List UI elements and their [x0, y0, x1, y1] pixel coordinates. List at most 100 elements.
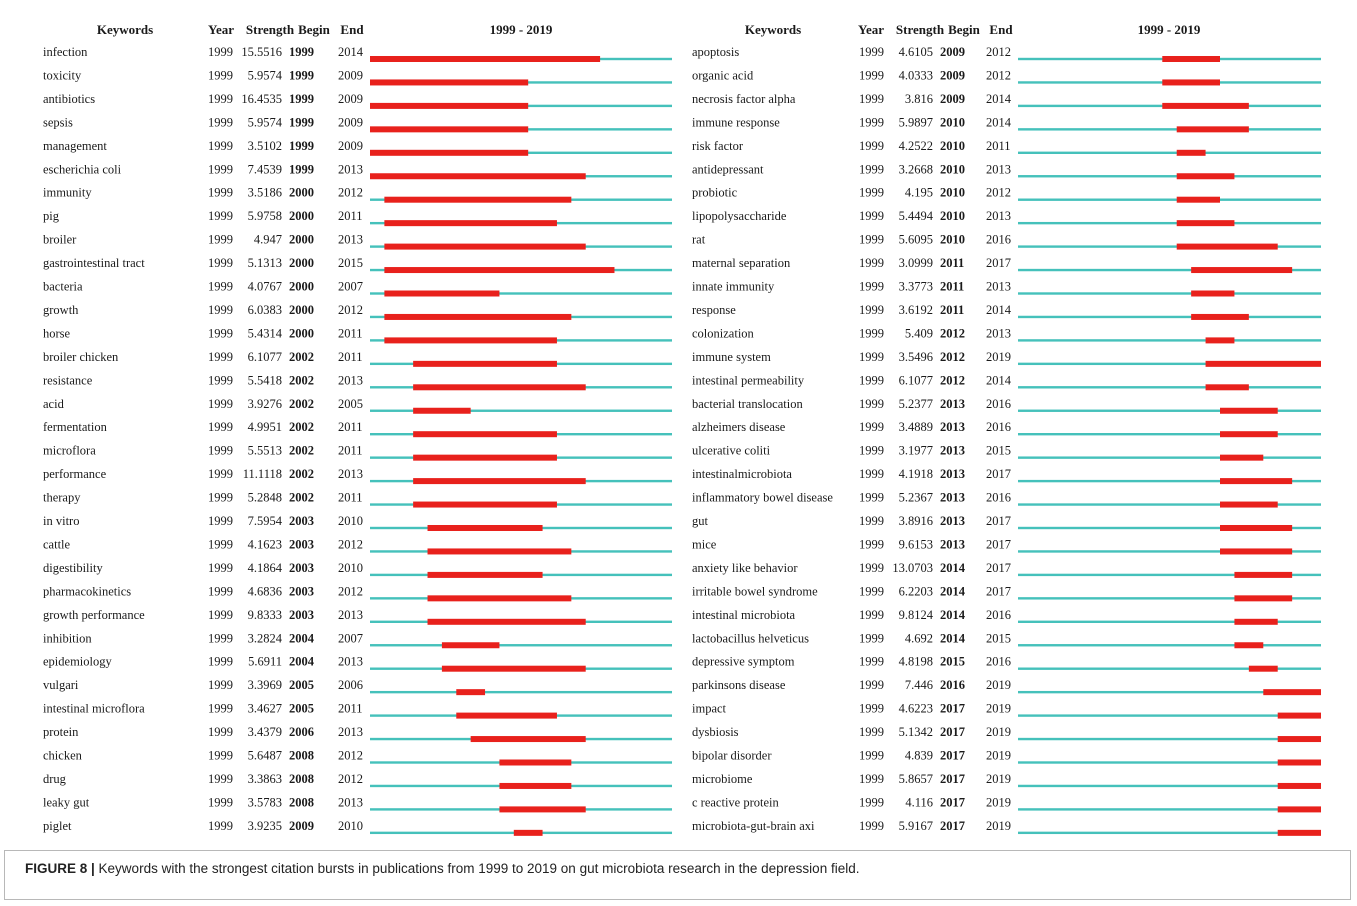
burst-row: maternal separation 1999 3.0999 2011 2017: [692, 256, 1321, 274]
year-value: 1999: [859, 186, 884, 200]
keyword-label: microbiota-gut-brain axi: [692, 819, 815, 833]
timeline-baseline: [370, 644, 672, 647]
burst-bar: [427, 548, 572, 555]
timeline-baseline: [1018, 362, 1321, 366]
burst-bar: [1248, 665, 1278, 672]
strength-value: 16.4535: [241, 92, 282, 106]
burst-row: cattle 1999 4.1623 2003 2012: [43, 537, 672, 555]
end-value: 2013: [986, 326, 1011, 340]
end-value: 2017: [986, 561, 1011, 575]
end-value: 2011: [338, 326, 363, 340]
keyword-label: pharmacokinetics: [43, 584, 131, 598]
strength-value: 4.1864: [248, 561, 283, 575]
burst-row: toxicity 1999 5.9574 1999 2009: [43, 68, 672, 86]
strength-value: 4.6223: [899, 702, 933, 716]
year-value: 1999: [859, 702, 884, 716]
burst-table-1: Keywords Year Strength Begin End 1999 - 2019 i…: [43, 22, 672, 836]
strength-value: 4.947: [254, 233, 282, 247]
strength-value: 5.2848: [248, 491, 282, 505]
keyword-label: apoptosis: [692, 45, 739, 59]
end-value: 2012: [338, 303, 363, 317]
keyword-label: c reactive protein: [692, 795, 780, 809]
strength-value: 4.195: [905, 186, 933, 200]
keyword-label: digestibility: [43, 561, 103, 575]
header-begin: Begin: [298, 22, 331, 37]
keyword-label: parkinsons disease: [692, 678, 786, 692]
burst-table-2: Keywords Year Strength Begin End 1999 - 2019 a…: [692, 22, 1321, 836]
begin-value: 1999: [289, 139, 314, 153]
begin-value: 2000: [289, 256, 314, 270]
begin-value: 2009: [940, 68, 965, 82]
end-value: 2015: [338, 256, 363, 270]
strength-value: 3.4627: [248, 702, 282, 716]
timeline-baseline: [1018, 503, 1321, 506]
year-value: 1999: [208, 303, 233, 317]
begin-value: 2013: [940, 397, 965, 411]
end-value: 2013: [338, 467, 363, 481]
begin-value: 2013: [940, 491, 965, 505]
burst-row: lactobacillus helveticus 1999 4.692 2014 201…: [692, 631, 1321, 649]
burst-row: dysbiosis 1999 5.1342 2017 2019: [692, 725, 1321, 743]
end-value: 2019: [986, 749, 1011, 763]
end-value: 2016: [986, 397, 1011, 411]
strength-value: 6.0383: [248, 303, 282, 317]
end-value: 2009: [338, 115, 363, 129]
end-value: 2019: [986, 702, 1011, 716]
burst-bar: [1220, 548, 1293, 555]
burst-bar: [384, 243, 586, 250]
strength-value: 4.1623: [248, 537, 282, 551]
timeline-baseline: [1018, 433, 1321, 436]
burst-bar: [427, 525, 543, 531]
burst-row: pharmacokinetics 1999 4.6836 2003 2012: [43, 584, 672, 602]
keyword-label: immunity: [43, 186, 92, 200]
burst-row: intestinalmicrobiota 1999 4.1918 2013 2017: [692, 467, 1321, 485]
year-value: 1999: [208, 819, 233, 833]
timeline-baseline: [1018, 386, 1321, 389]
burst-row: lipopolysaccharide 1999 5.4494 2010 2013: [692, 209, 1321, 227]
keyword-label: innate immunity: [692, 280, 775, 294]
begin-value: 2004: [289, 655, 315, 669]
end-value: 2016: [986, 233, 1011, 247]
year-value: 1999: [208, 702, 233, 716]
burst-row: bacteria 1999 4.0767 2000 2007: [43, 280, 672, 297]
begin-value: 1999: [289, 92, 314, 106]
end-value: 2019: [986, 795, 1011, 809]
year-value: 1999: [208, 749, 233, 763]
burst-bar: [1176, 149, 1206, 156]
keyword-label: intestinal microbiota: [692, 608, 796, 622]
strength-value: 5.2377: [899, 397, 933, 411]
begin-value: 2006: [289, 725, 314, 739]
year-value: 1999: [859, 631, 884, 645]
end-value: 2019: [986, 678, 1011, 692]
begin-value: 2009: [289, 819, 314, 833]
begin-value: 2005: [289, 702, 314, 716]
keyword-label: gastrointestinal tract: [43, 256, 145, 270]
strength-value: 15.5516: [241, 45, 282, 59]
begin-value: 2005: [289, 678, 314, 692]
keyword-label: bacterial translocation: [692, 397, 803, 411]
burst-bar: [413, 407, 471, 414]
end-value: 2012: [986, 186, 1011, 200]
keyword-label: growth: [43, 303, 79, 317]
begin-value: 2013: [940, 420, 965, 434]
burst-row: probiotic 1999 4.195 2010 2012: [692, 186, 1321, 203]
begin-value: 2000: [289, 326, 314, 340]
burst-bar: [1191, 267, 1293, 274]
burst-row: microbiota-gut-brain axi 1999 5.9167 2017 20…: [692, 819, 1321, 836]
burst-bar: [1220, 525, 1293, 531]
burst-bar: [1277, 806, 1321, 813]
keyword-label: inhibition: [43, 631, 92, 645]
timeline-baseline: [1018, 268, 1321, 272]
keyword-label: vulgari: [43, 678, 79, 692]
header-range: 1999 - 2019: [490, 22, 553, 37]
begin-value: 2002: [289, 397, 314, 411]
begin-value: 2002: [289, 373, 314, 387]
timeline-baseline: [1018, 573, 1321, 577]
burst-row: immunity 1999 3.5186 2000 2012: [43, 186, 672, 203]
keyword-label: lactobacillus helveticus: [692, 631, 809, 645]
begin-value: 2010: [940, 162, 965, 176]
burst-row: pig 1999 5.9758 2000 2011: [43, 209, 672, 227]
year-value: 1999: [208, 608, 233, 622]
burst-bar: [441, 665, 586, 672]
keyword-label: colonization: [692, 326, 755, 340]
